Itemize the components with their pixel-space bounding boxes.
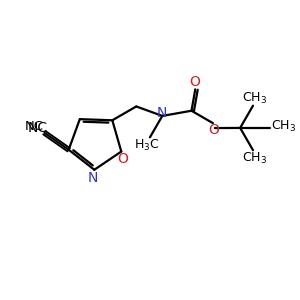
Text: NC: NC	[27, 121, 47, 135]
Text: N: N	[87, 171, 98, 185]
Text: CH$_3$: CH$_3$	[271, 119, 296, 134]
Text: O: O	[189, 75, 200, 89]
Text: N: N	[157, 106, 167, 120]
Text: CH$_3$: CH$_3$	[242, 91, 268, 106]
Text: O: O	[117, 152, 128, 167]
Text: CH$_3$: CH$_3$	[242, 151, 268, 166]
Text: H$_3$C: H$_3$C	[134, 138, 160, 153]
Text: O: O	[208, 123, 219, 137]
Text: NC: NC	[25, 120, 44, 133]
